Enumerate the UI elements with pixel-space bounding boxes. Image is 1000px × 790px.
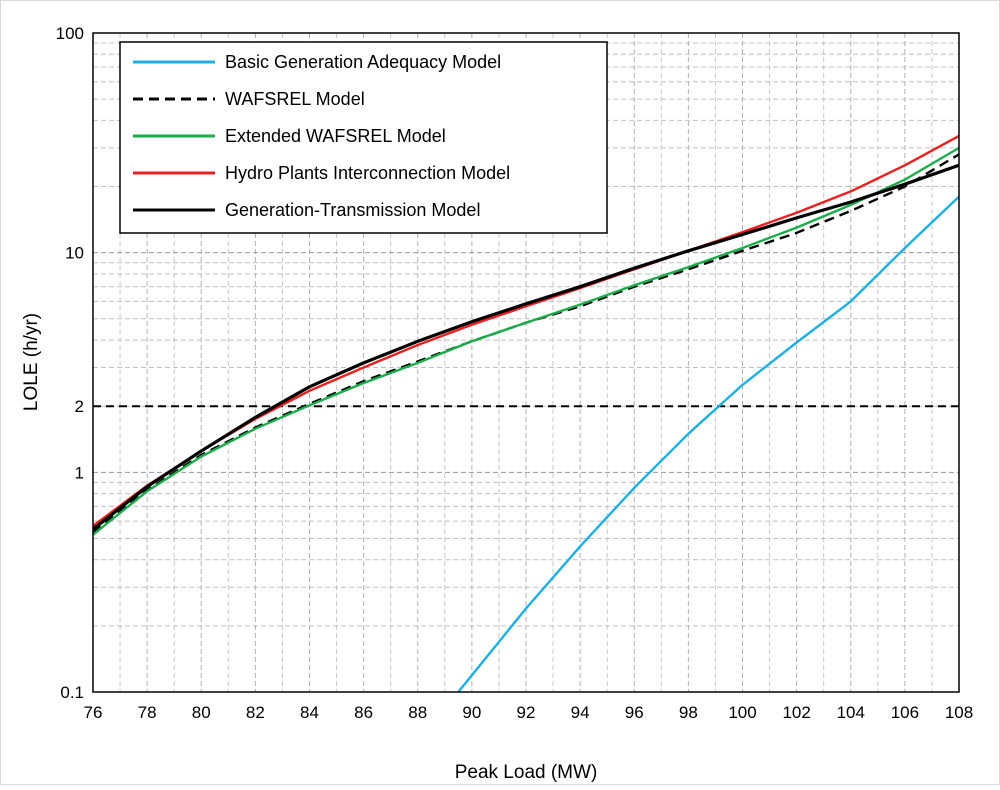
legend-label: Basic Generation Adequacy Model (225, 52, 501, 72)
x-axis-label: Peak Load (MW) (455, 762, 598, 783)
legend-label: Hydro Plants Interconnection Model (225, 163, 510, 183)
x-tick-label: 102 (782, 703, 810, 722)
series-line (92, 146, 960, 536)
y-tick-label: 100 (56, 24, 84, 43)
x-tick-label: 80 (192, 703, 211, 722)
y-tick-label: 2 (75, 397, 84, 416)
y-axis-label: LOLE (h/yr) (21, 313, 42, 411)
x-tick-label: 78 (138, 703, 157, 722)
x-tick-label: 76 (84, 703, 103, 722)
y-tick-label: 10 (65, 244, 84, 263)
x-tick-label: 82 (246, 703, 265, 722)
x-tick-label: 92 (517, 703, 536, 722)
x-tick-labels: 76 78 80 82 84 86 88 90 92 94 96 98 100 102 104 106 108 (84, 703, 974, 722)
y-tick-labels: 0.1 1 2 10 100 (56, 24, 84, 702)
x-tick-label: 100 (728, 703, 756, 722)
x-tick-label: 106 (891, 703, 919, 722)
plot-area-border (92, 32, 960, 693)
x-tick-label: 94 (571, 703, 590, 722)
legend-label: Generation-Transmission Model (225, 200, 480, 220)
x-tick-label: 88 (408, 703, 427, 722)
x-tick-label: 104 (837, 703, 865, 722)
x-tick-label: 86 (354, 703, 373, 722)
y-tick-label: 1 (75, 463, 84, 482)
legend: Basic Generation Adequacy Model WAFSREL M… (119, 41, 608, 234)
series-line (457, 195, 960, 693)
series-group (92, 134, 960, 693)
legend-label: WAFSREL Model (225, 89, 365, 109)
y-tick-label: 0.1 (60, 683, 84, 702)
x-tick-label: 98 (679, 703, 698, 722)
x-tick-label: 96 (625, 703, 644, 722)
x-tick-label: 84 (300, 703, 319, 722)
x-tick-label: 108 (945, 703, 973, 722)
legend-label: Extended WAFSREL Model (225, 126, 446, 146)
x-tick-label: 90 (462, 703, 481, 722)
series-line (92, 163, 960, 531)
